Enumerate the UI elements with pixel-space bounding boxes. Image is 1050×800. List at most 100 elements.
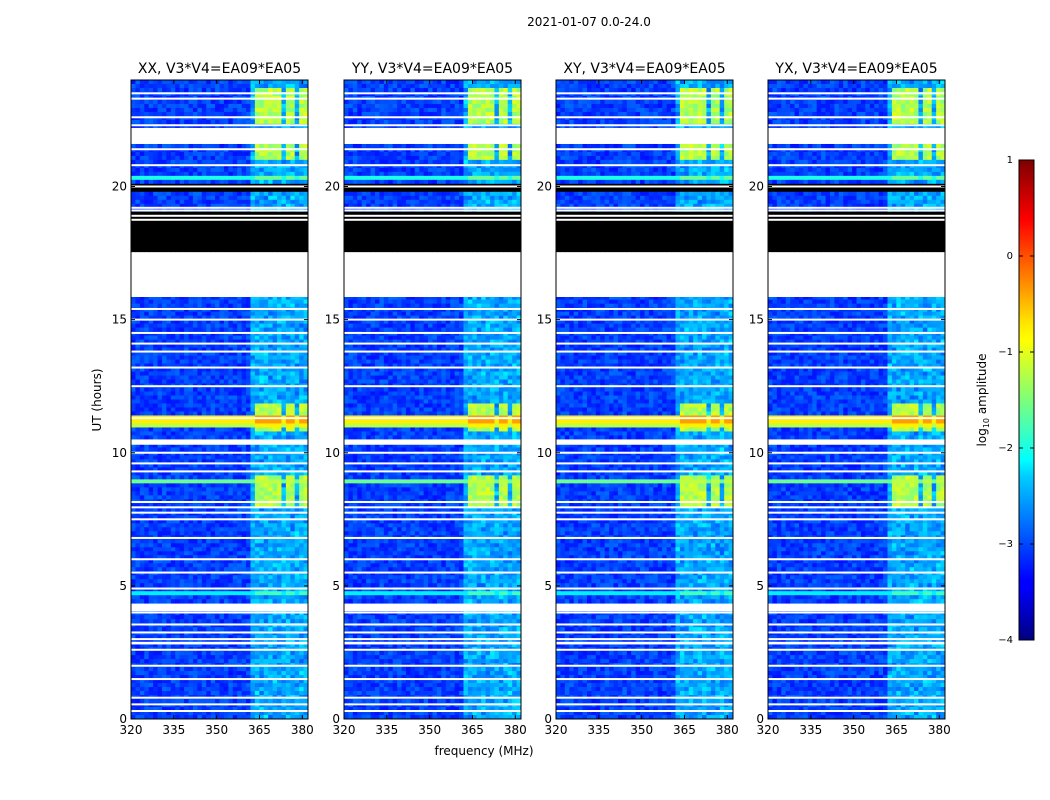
heatmap-cell <box>144 231 150 237</box>
heatmap-cell <box>237 175 243 181</box>
heatmap-cell <box>250 543 256 548</box>
heatmap-cell <box>161 295 167 301</box>
heatmap-cell <box>246 343 251 348</box>
heatmap-cell <box>219 599 225 604</box>
heatmap-cell <box>237 591 243 596</box>
heatmap-cell <box>192 235 198 241</box>
heatmap-cell <box>215 211 220 217</box>
heatmap-cell <box>281 355 287 360</box>
heatmap-cell <box>201 195 207 201</box>
heatmap-cell <box>192 355 198 360</box>
heatmap-cell <box>263 531 269 536</box>
heatmap-cell <box>215 187 220 193</box>
heatmap-cell <box>139 455 145 460</box>
heatmap-cell <box>184 323 189 329</box>
heatmap-cell <box>139 619 145 624</box>
heatmap-cell <box>157 243 163 249</box>
heatmap-cell <box>241 327 247 332</box>
heatmap-cell <box>135 315 141 321</box>
heatmap-cell <box>259 419 265 424</box>
heatmap-cell <box>263 111 269 117</box>
heatmap-cell <box>281 303 287 309</box>
heatmap-cell <box>144 143 150 149</box>
heatmap-cell <box>157 627 163 632</box>
heatmap-cell <box>219 319 225 325</box>
heatmap-cell <box>272 215 278 221</box>
heatmap-cell <box>219 419 225 424</box>
heatmap-cell <box>268 379 273 384</box>
heatmap-cell <box>263 435 269 440</box>
heatmap-cell <box>184 99 189 105</box>
heatmap-cell <box>299 159 304 165</box>
heatmap-cell <box>250 567 256 572</box>
heatmap-cell <box>170 211 176 217</box>
heatmap-cell <box>170 299 176 305</box>
heatmap-cell <box>175 155 181 161</box>
heatmap-cell <box>294 455 300 460</box>
heatmap-cell <box>241 539 247 544</box>
heatmap-cell <box>201 495 207 500</box>
heatmap-cell <box>131 627 136 632</box>
heatmap-cell <box>157 399 163 404</box>
heatmap-cell <box>223 567 229 572</box>
heatmap-cell <box>246 215 251 221</box>
heatmap-cell <box>246 583 251 588</box>
heatmap-cell <box>192 247 198 253</box>
heatmap-cell <box>241 239 247 245</box>
heatmap-cell <box>277 523 282 528</box>
heatmap-cell <box>139 155 145 161</box>
heatmap-cell <box>281 295 287 301</box>
heatmap-cell <box>179 171 185 177</box>
heatmap-cell <box>170 80 176 85</box>
heatmap-cell <box>188 143 194 149</box>
heatmap-cell <box>246 551 251 556</box>
heatmap-cell <box>285 371 291 376</box>
heatmap-cell <box>197 395 203 400</box>
heatmap-cell <box>232 487 238 492</box>
heatmap-cell <box>254 551 260 556</box>
heatmap-cell <box>250 431 256 436</box>
heatmap-cell <box>175 335 181 340</box>
heatmap-cell <box>272 371 278 376</box>
heatmap-cell <box>197 487 203 492</box>
heatmap-cell <box>184 299 189 305</box>
heatmap-cell <box>166 619 172 624</box>
heatmap-cell <box>290 103 296 109</box>
heatmap-cell <box>188 407 194 412</box>
heatmap-cell <box>131 243 136 249</box>
heatmap-cell <box>223 551 229 556</box>
heatmap-cell <box>219 475 225 480</box>
heatmap-cell <box>179 375 185 380</box>
heatmap-cell <box>294 523 300 528</box>
heatmap-cell <box>215 87 220 93</box>
heatmap-cell <box>144 591 150 596</box>
heatmap-cell <box>215 295 220 301</box>
heatmap-cell <box>131 551 136 556</box>
heatmap-cell <box>232 447 238 452</box>
heatmap-cell <box>263 247 269 253</box>
heatmap-cell <box>148 583 154 588</box>
heatmap-cell <box>237 143 243 149</box>
heatmap-cell <box>135 523 141 528</box>
heatmap-cell <box>210 615 216 620</box>
heatmap-cell <box>232 239 238 245</box>
heatmap-cell <box>197 399 203 404</box>
heatmap-cell <box>184 427 189 432</box>
heatmap-cell <box>268 579 273 584</box>
heatmap-cell <box>144 359 150 364</box>
heatmap-cell <box>148 567 154 572</box>
heatmap-cell <box>277 339 282 344</box>
heatmap-cell <box>206 247 212 253</box>
heatmap-cell <box>170 487 176 492</box>
heatmap-cell <box>131 155 136 161</box>
heatmap-cell <box>131 211 136 217</box>
heatmap-cell <box>294 203 300 209</box>
heatmap-cell <box>135 119 141 125</box>
heatmap-cell <box>175 171 181 177</box>
heatmap-cell <box>197 87 203 93</box>
heatmap-cell <box>139 80 145 85</box>
heatmap-cell <box>135 395 141 400</box>
heatmap-cell <box>237 547 243 552</box>
heatmap-cell <box>206 175 212 181</box>
heatmap-cell <box>285 119 291 125</box>
